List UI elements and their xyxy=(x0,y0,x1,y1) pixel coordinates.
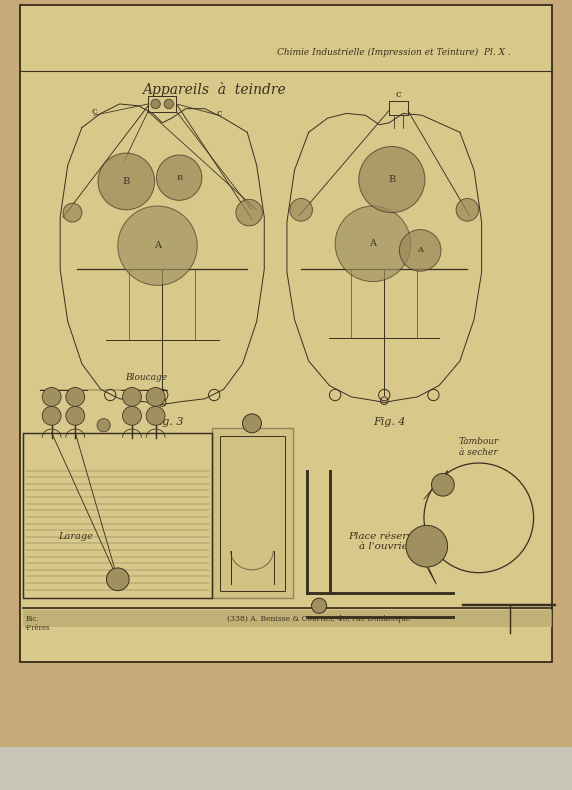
Circle shape xyxy=(118,206,197,285)
Circle shape xyxy=(42,406,61,425)
Circle shape xyxy=(431,473,454,496)
Text: Larage: Larage xyxy=(58,532,93,541)
Text: Bic.: Bic. xyxy=(25,615,39,623)
Circle shape xyxy=(63,203,82,222)
Circle shape xyxy=(146,406,165,425)
Text: c: c xyxy=(396,90,401,99)
Text: www.delcampe.net: www.delcampe.net xyxy=(450,763,557,773)
Text: c: c xyxy=(216,109,222,118)
Text: Tambour
à secher: Tambour à secher xyxy=(459,438,499,457)
Text: Place réservée
à l'ouvrier.: Place réservée à l'ouvrier. xyxy=(348,532,426,551)
Circle shape xyxy=(146,387,165,406)
Circle shape xyxy=(456,198,479,221)
Text: B: B xyxy=(176,174,182,182)
Circle shape xyxy=(98,153,154,210)
Text: Bloucage: Bloucage xyxy=(125,374,167,382)
Text: Appareils  à  teindre: Appareils à teindre xyxy=(142,82,286,97)
Circle shape xyxy=(399,230,441,271)
Circle shape xyxy=(151,100,160,109)
Circle shape xyxy=(122,406,141,425)
Circle shape xyxy=(106,568,129,591)
Text: A: A xyxy=(370,239,376,248)
Circle shape xyxy=(97,419,110,432)
Text: Fig. 4: Fig. 4 xyxy=(373,417,405,427)
Circle shape xyxy=(243,414,261,433)
Bar xyxy=(23,433,212,598)
Bar xyxy=(21,5,551,661)
Circle shape xyxy=(406,525,448,567)
Text: A: A xyxy=(417,246,423,254)
Text: c: c xyxy=(92,107,97,116)
Text: B: B xyxy=(388,175,395,184)
Text: (338) A. Benisse & Courtier, 43, rue Dunkerque: (338) A. Benisse & Courtier, 43, rue Dun… xyxy=(227,615,410,623)
Bar xyxy=(23,610,551,626)
Circle shape xyxy=(312,598,327,613)
Text: Fig. 3: Fig. 3 xyxy=(150,417,183,427)
Circle shape xyxy=(42,387,61,406)
Bar xyxy=(212,428,293,598)
Text: Indy 33: Indy 33 xyxy=(15,763,57,773)
Bar xyxy=(220,435,285,591)
Circle shape xyxy=(157,155,202,201)
Text: -Frères: -Frères xyxy=(25,624,51,633)
Circle shape xyxy=(66,406,85,425)
Circle shape xyxy=(164,100,173,109)
Circle shape xyxy=(290,198,312,221)
Text: A: A xyxy=(154,241,161,250)
Circle shape xyxy=(122,387,141,406)
Circle shape xyxy=(66,387,85,406)
Circle shape xyxy=(335,206,411,281)
Circle shape xyxy=(236,199,263,226)
Circle shape xyxy=(359,146,425,213)
Text: Chimie Industrielle (Impression et Teinture)  Pl. X .: Chimie Industrielle (Impression et Teint… xyxy=(277,47,511,57)
Text: B: B xyxy=(122,177,130,186)
